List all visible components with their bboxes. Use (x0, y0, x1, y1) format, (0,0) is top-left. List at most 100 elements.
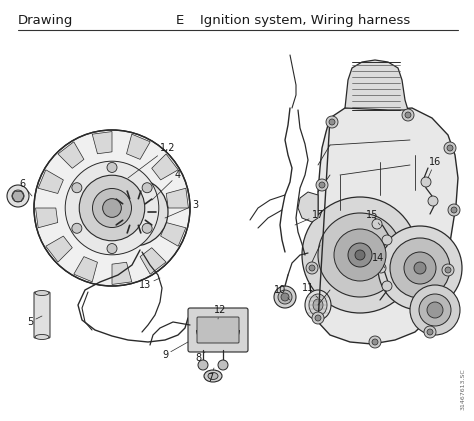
Circle shape (329, 119, 335, 125)
Circle shape (382, 235, 392, 245)
Text: 13: 13 (139, 278, 160, 290)
Text: 9: 9 (162, 342, 188, 360)
Text: 8: 8 (195, 352, 205, 363)
Circle shape (374, 251, 384, 261)
Polygon shape (127, 134, 150, 160)
Circle shape (334, 229, 386, 281)
Circle shape (7, 185, 29, 207)
Circle shape (316, 179, 328, 191)
Text: 17: 17 (295, 210, 324, 225)
Circle shape (198, 360, 208, 370)
Circle shape (404, 252, 436, 284)
Circle shape (107, 163, 117, 173)
Circle shape (447, 145, 453, 151)
Circle shape (382, 281, 392, 291)
Circle shape (427, 329, 433, 335)
Circle shape (79, 175, 145, 241)
Polygon shape (298, 192, 318, 222)
Circle shape (444, 142, 456, 154)
Polygon shape (166, 188, 189, 208)
Circle shape (390, 238, 450, 298)
Circle shape (112, 190, 156, 234)
Circle shape (442, 264, 454, 276)
Circle shape (348, 243, 372, 267)
Circle shape (142, 183, 152, 193)
Polygon shape (58, 142, 84, 168)
Ellipse shape (35, 290, 49, 296)
Circle shape (424, 326, 436, 338)
Ellipse shape (278, 290, 292, 304)
Circle shape (445, 267, 451, 273)
Circle shape (65, 161, 159, 255)
FancyBboxPatch shape (188, 308, 248, 352)
Text: 15: 15 (366, 210, 380, 225)
Circle shape (410, 285, 460, 335)
Text: 11: 11 (302, 283, 318, 298)
Circle shape (218, 360, 228, 370)
Circle shape (103, 199, 121, 217)
Text: Ignition system, Wiring harness: Ignition system, Wiring harness (200, 14, 410, 27)
Circle shape (124, 202, 144, 222)
Circle shape (309, 265, 315, 271)
Polygon shape (140, 248, 166, 274)
Circle shape (312, 312, 324, 324)
Circle shape (414, 262, 426, 274)
Circle shape (302, 197, 418, 313)
Ellipse shape (35, 335, 49, 339)
Circle shape (402, 109, 414, 121)
Circle shape (421, 177, 431, 187)
Circle shape (378, 226, 462, 310)
FancyBboxPatch shape (197, 317, 239, 343)
Circle shape (376, 263, 386, 273)
Ellipse shape (208, 373, 218, 379)
Circle shape (72, 223, 82, 233)
Text: E: E (176, 14, 184, 27)
Ellipse shape (305, 290, 331, 320)
Circle shape (355, 250, 365, 260)
Ellipse shape (309, 294, 327, 316)
Circle shape (72, 183, 82, 193)
Text: 7: 7 (207, 368, 214, 383)
Text: 6: 6 (19, 179, 32, 196)
Circle shape (427, 302, 443, 318)
Polygon shape (36, 208, 58, 228)
Text: 4: 4 (152, 170, 181, 200)
Circle shape (142, 223, 152, 233)
Ellipse shape (274, 286, 296, 308)
Polygon shape (345, 60, 408, 110)
Ellipse shape (204, 370, 222, 382)
Text: 10: 10 (274, 285, 290, 300)
Circle shape (315, 315, 321, 321)
Polygon shape (92, 131, 112, 154)
Circle shape (12, 190, 24, 202)
Text: 12: 12 (214, 305, 226, 319)
Circle shape (372, 219, 382, 229)
Ellipse shape (313, 299, 323, 311)
Polygon shape (74, 257, 98, 282)
Circle shape (306, 262, 318, 274)
Text: 31467613.SC: 31467613.SC (461, 368, 466, 410)
Polygon shape (152, 154, 178, 180)
Polygon shape (310, 105, 458, 344)
Circle shape (419, 294, 451, 326)
Polygon shape (161, 223, 186, 246)
Circle shape (318, 213, 402, 297)
Circle shape (100, 178, 168, 246)
Circle shape (428, 196, 438, 206)
Polygon shape (38, 170, 64, 194)
Text: 3: 3 (165, 200, 198, 218)
Circle shape (107, 244, 117, 253)
Text: 5: 5 (27, 316, 42, 327)
Polygon shape (46, 236, 73, 262)
Text: Drawing: Drawing (18, 14, 73, 27)
Text: 1,2: 1,2 (128, 143, 176, 178)
Circle shape (92, 189, 131, 227)
Polygon shape (112, 262, 132, 285)
Circle shape (448, 204, 460, 216)
Circle shape (319, 182, 325, 188)
FancyBboxPatch shape (34, 292, 50, 338)
Circle shape (326, 116, 338, 128)
Circle shape (405, 112, 411, 118)
Circle shape (369, 336, 381, 348)
Circle shape (451, 207, 457, 213)
